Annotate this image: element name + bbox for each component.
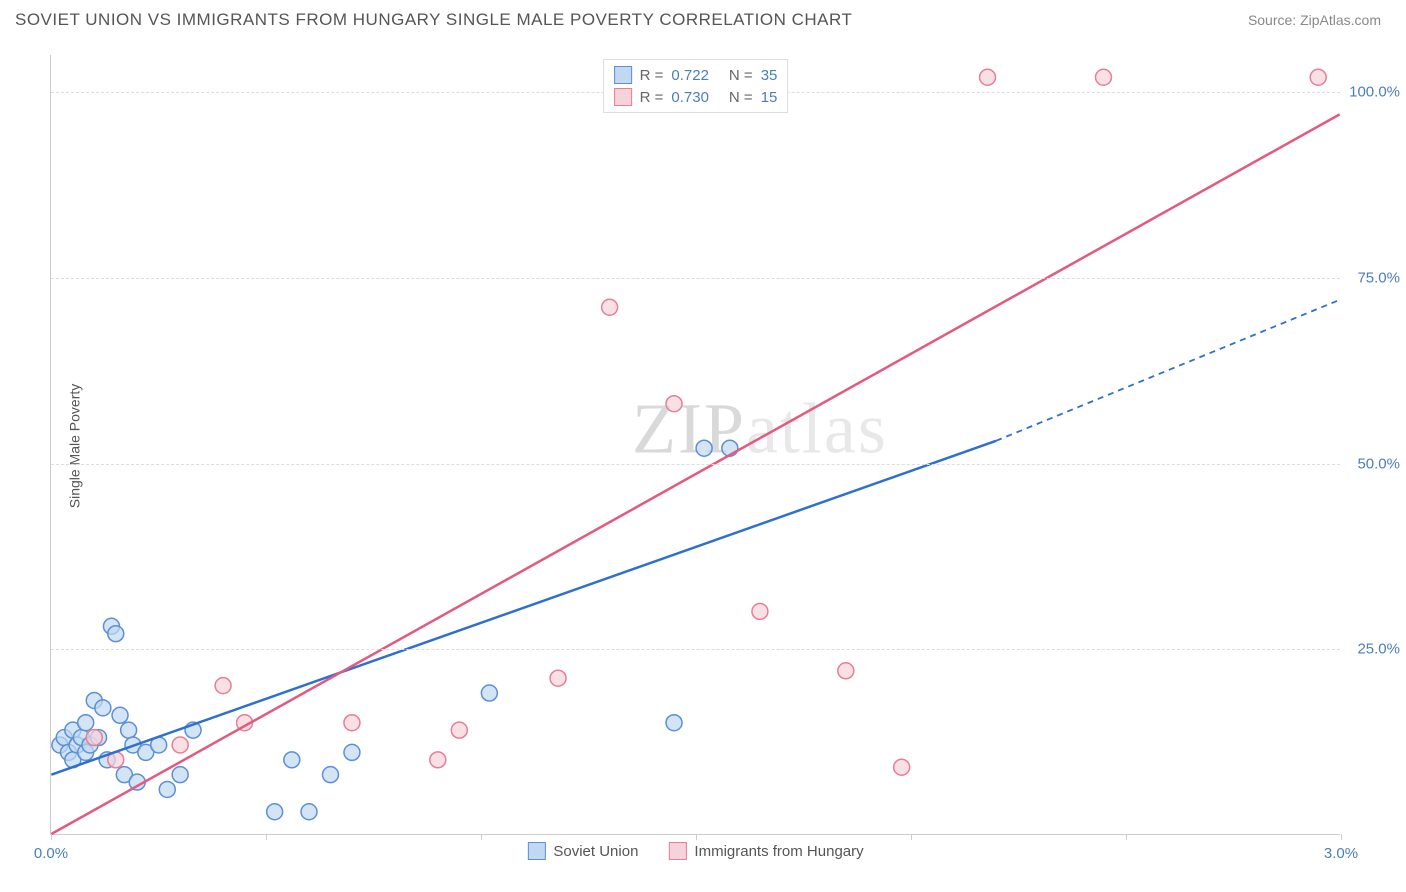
- x-tick-label: 0.0%: [34, 845, 68, 862]
- legend-item-label: Soviet Union: [553, 843, 638, 860]
- data-point: [666, 715, 682, 731]
- data-point: [666, 396, 682, 412]
- legend-n-value: 35: [761, 67, 778, 84]
- trend-line-extrapolated: [996, 300, 1340, 441]
- data-point: [284, 752, 300, 768]
- data-point: [78, 715, 94, 731]
- legend-item-label: Immigrants from Hungary: [694, 843, 863, 860]
- trend-line: [51, 441, 996, 775]
- x-tick: [51, 834, 52, 840]
- data-point: [95, 700, 111, 716]
- data-point: [86, 730, 102, 746]
- legend-n-value: 15: [761, 89, 778, 106]
- x-tick: [1126, 834, 1127, 840]
- legend-series: Soviet Union Immigrants from Hungary: [527, 842, 863, 860]
- x-tick-label: 3.0%: [1324, 845, 1358, 862]
- scatter-plot: [51, 55, 1340, 834]
- data-point: [602, 299, 618, 315]
- legend-item: Soviet Union: [527, 842, 638, 860]
- legend-n-label: N =: [729, 89, 753, 106]
- y-tick-label: 50.0%: [1357, 455, 1400, 472]
- legend-r-value: 0.722: [671, 67, 709, 84]
- legend-r-label: R =: [640, 67, 664, 84]
- source-label: Source: ZipAtlas.com: [1248, 12, 1381, 28]
- data-point: [481, 685, 497, 701]
- legend-r-value: 0.730: [671, 89, 709, 106]
- x-tick: [266, 834, 267, 840]
- data-point: [1310, 69, 1326, 85]
- legend-r-label: R =: [640, 89, 664, 106]
- data-point: [108, 626, 124, 642]
- y-tick-label: 100.0%: [1349, 84, 1400, 101]
- x-tick: [911, 834, 912, 840]
- legend-item: Immigrants from Hungary: [668, 842, 863, 860]
- data-point: [344, 744, 360, 760]
- data-point: [696, 440, 712, 456]
- data-point: [1095, 69, 1111, 85]
- chart-title: SOVIET UNION VS IMMIGRANTS FROM HUNGARY …: [15, 10, 852, 30]
- data-point: [322, 767, 338, 783]
- data-point: [451, 722, 467, 738]
- legend-stat-row: R = 0.730 N = 15: [614, 86, 778, 108]
- legend-swatch: [614, 66, 632, 84]
- trend-line: [51, 114, 1339, 834]
- data-point: [344, 715, 360, 731]
- data-point: [980, 69, 996, 85]
- data-point: [430, 752, 446, 768]
- legend-swatch: [527, 842, 545, 860]
- data-point: [112, 707, 128, 723]
- data-point: [267, 804, 283, 820]
- chart-area: R =0.722N =35R =0.730N =15 ZIPatlas Sovi…: [50, 55, 1340, 835]
- gridline: [51, 649, 1340, 650]
- data-point: [172, 767, 188, 783]
- y-tick-label: 75.0%: [1357, 269, 1400, 286]
- data-point: [550, 670, 566, 686]
- gridline: [51, 278, 1340, 279]
- x-tick: [481, 834, 482, 840]
- data-point: [894, 759, 910, 775]
- data-point: [838, 663, 854, 679]
- legend-n-label: N =: [729, 67, 753, 84]
- data-point: [215, 678, 231, 694]
- legend-stat-row: R = 0.722 N = 35: [614, 64, 778, 86]
- data-point: [301, 804, 317, 820]
- data-point: [159, 781, 175, 797]
- x-tick: [1341, 834, 1342, 840]
- legend-stats: R = 0.722 N = 35 R = 0.730 N = 15: [603, 59, 789, 113]
- x-tick: [696, 834, 697, 840]
- data-point: [121, 722, 137, 738]
- data-point: [172, 737, 188, 753]
- y-tick-label: 25.0%: [1357, 641, 1400, 658]
- data-point: [752, 603, 768, 619]
- legend-swatch: [614, 88, 632, 106]
- legend-swatch: [668, 842, 686, 860]
- gridline: [51, 464, 1340, 465]
